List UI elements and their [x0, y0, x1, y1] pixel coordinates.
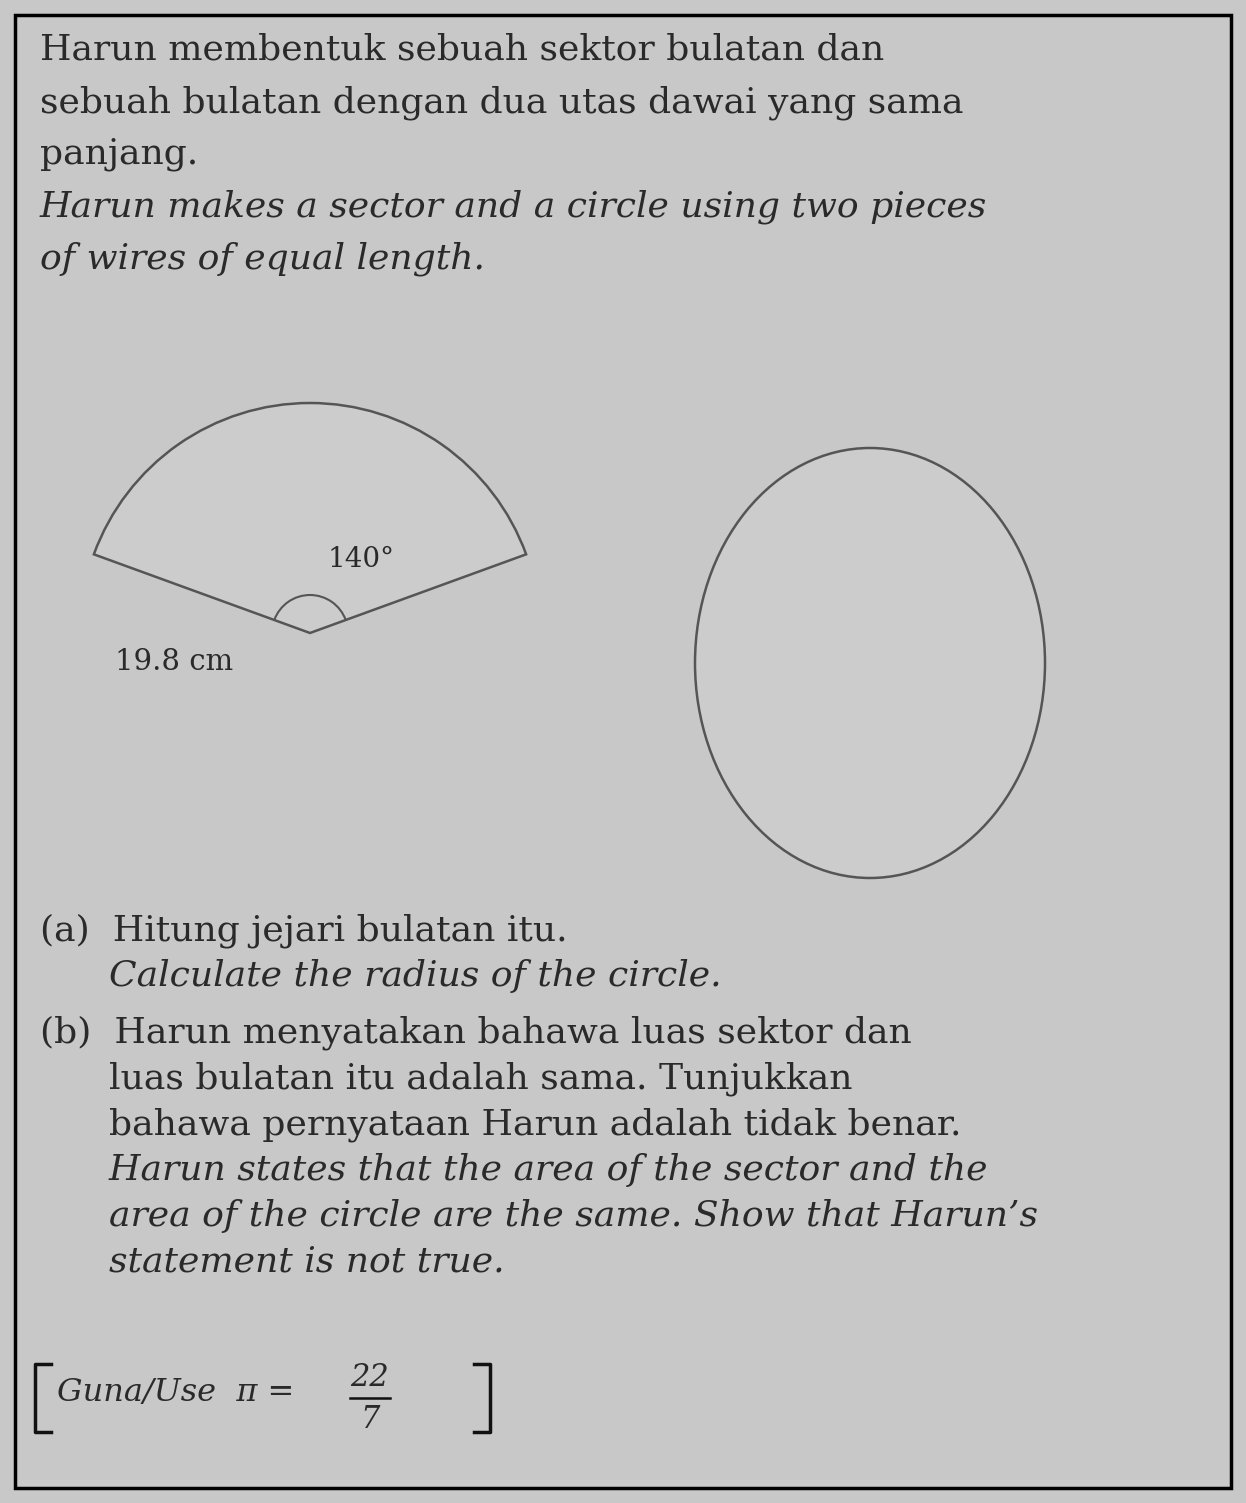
Text: statement is not true.: statement is not true.: [40, 1244, 505, 1279]
Text: Harun membentuk sebuah sektor bulatan dan: Harun membentuk sebuah sektor bulatan da…: [40, 33, 885, 68]
Text: of wires of equal length.: of wires of equal length.: [40, 240, 485, 275]
Wedge shape: [93, 403, 526, 633]
Text: luas bulatan itu adalah sama. Tunjukkan: luas bulatan itu adalah sama. Tunjukkan: [40, 1061, 852, 1096]
Text: 140°: 140°: [328, 546, 395, 573]
Text: Guna/Use  π =: Guna/Use π =: [57, 1378, 304, 1408]
Text: panjang.: panjang.: [40, 137, 198, 171]
Text: (b)  Harun menyatakan bahawa luas sektor dan: (b) Harun menyatakan bahawa luas sektor …: [40, 1015, 912, 1049]
Text: 19.8 cm: 19.8 cm: [115, 648, 233, 676]
Text: sebuah bulatan dengan dua utas dawai yang sama: sebuah bulatan dengan dua utas dawai yan…: [40, 86, 963, 120]
Text: 7: 7: [360, 1404, 380, 1435]
Text: 22: 22: [350, 1363, 389, 1393]
Text: Calculate the radius of the circle.: Calculate the radius of the circle.: [40, 959, 721, 993]
Text: bahawa pernyataan Harun adalah tidak benar.: bahawa pernyataan Harun adalah tidak ben…: [40, 1108, 962, 1141]
Text: Harun makes a sector and a circle using two pieces: Harun makes a sector and a circle using …: [40, 189, 987, 224]
Text: Harun states that the area of the sector and the: Harun states that the area of the sector…: [40, 1153, 988, 1187]
Text: (a)  Hitung jejari bulatan itu.: (a) Hitung jejari bulatan itu.: [40, 912, 568, 947]
Ellipse shape: [695, 448, 1045, 878]
Text: area of the circle are the same. Show that Harun’s: area of the circle are the same. Show th…: [40, 1199, 1038, 1232]
